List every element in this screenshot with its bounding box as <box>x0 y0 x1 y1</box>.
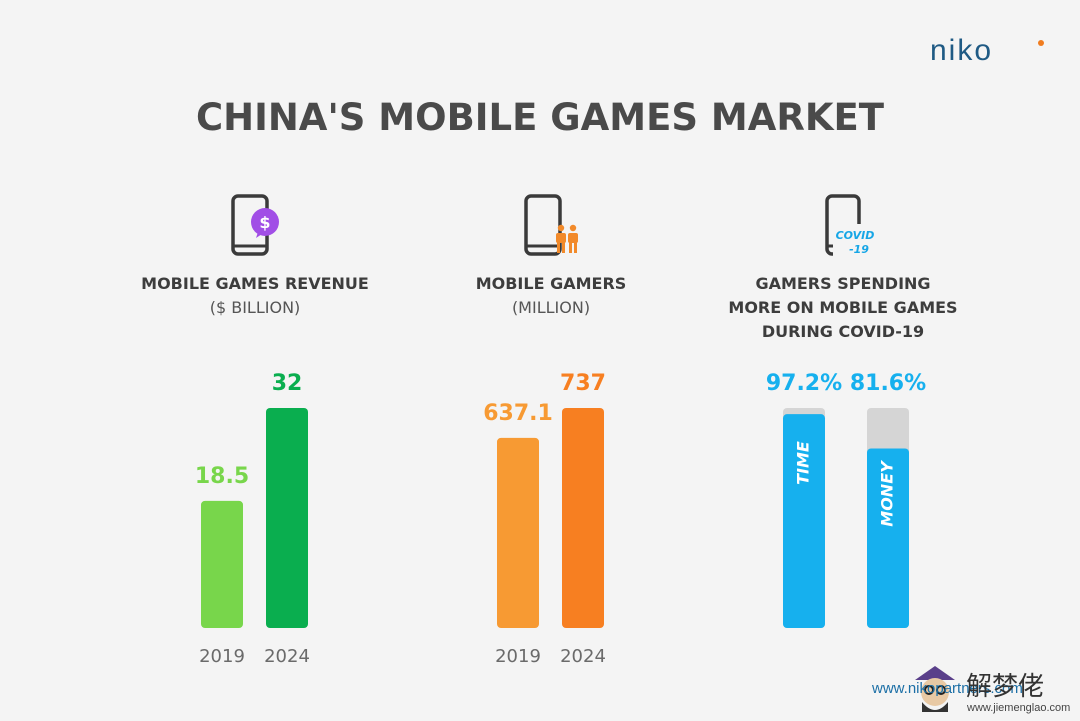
panel-revenue-subheading: ($ BILLION) <box>209 298 301 317</box>
value-label: 637.1 <box>483 401 553 426</box>
panel-gamers-heading: MOBILE GAMERS <box>475 274 627 293</box>
watermark-avatar-icon <box>915 666 955 712</box>
category-label: 2019 <box>495 646 541 667</box>
phone-dollar-icon: $ <box>231 194 279 256</box>
value-label: 97.2% <box>766 371 842 396</box>
panel-covid-heading-3: DURING COVID-19 <box>761 322 925 341</box>
niko-logo: niko <box>930 34 994 67</box>
value-label: 81.6% <box>850 371 926 396</box>
covid-icon-text-1: COVID <box>836 229 875 242</box>
watermark-text: 解梦佬 <box>966 672 1045 702</box>
category-label: 2019 <box>199 646 245 667</box>
phone-people-icon <box>524 194 578 256</box>
panel-covid-heading-2: MORE ON MOBILE GAMES <box>728 298 958 317</box>
bar-2019 <box>201 500 243 628</box>
bar-category-label: TIME <box>794 441 813 485</box>
value-label: 737 <box>560 371 606 396</box>
panel-revenue-heading: MOBILE GAMES REVENUE <box>141 274 369 293</box>
covid-icon-text-2: -19 <box>849 243 869 256</box>
bar-2019 <box>497 437 539 628</box>
value-label: 18.5 <box>195 464 249 489</box>
page-title: CHINA'S MOBILE GAMES MARKET <box>195 96 885 139</box>
logo-dot <box>1038 40 1044 46</box>
bar-category-label: MONEY <box>878 460 897 527</box>
phone-covid-icon: COVID -19 <box>825 194 875 256</box>
value-label: 32 <box>272 371 303 396</box>
category-label: 2024 <box>560 646 606 667</box>
watermark-url: www.jiemenglao.com <box>967 702 1071 714</box>
bar-time <box>783 414 825 628</box>
panel-covid-heading-1: GAMERS SPENDING <box>755 274 931 293</box>
panel-gamers-subheading: (MILLION) <box>511 298 591 317</box>
footer-url[interactable]: www.nikopartners.com <box>872 680 1023 697</box>
bar-2024 <box>266 408 308 628</box>
category-label: 2024 <box>264 646 310 667</box>
svg-text:$: $ <box>259 213 270 232</box>
bar-money <box>867 448 909 628</box>
bar-2024 <box>562 408 604 628</box>
